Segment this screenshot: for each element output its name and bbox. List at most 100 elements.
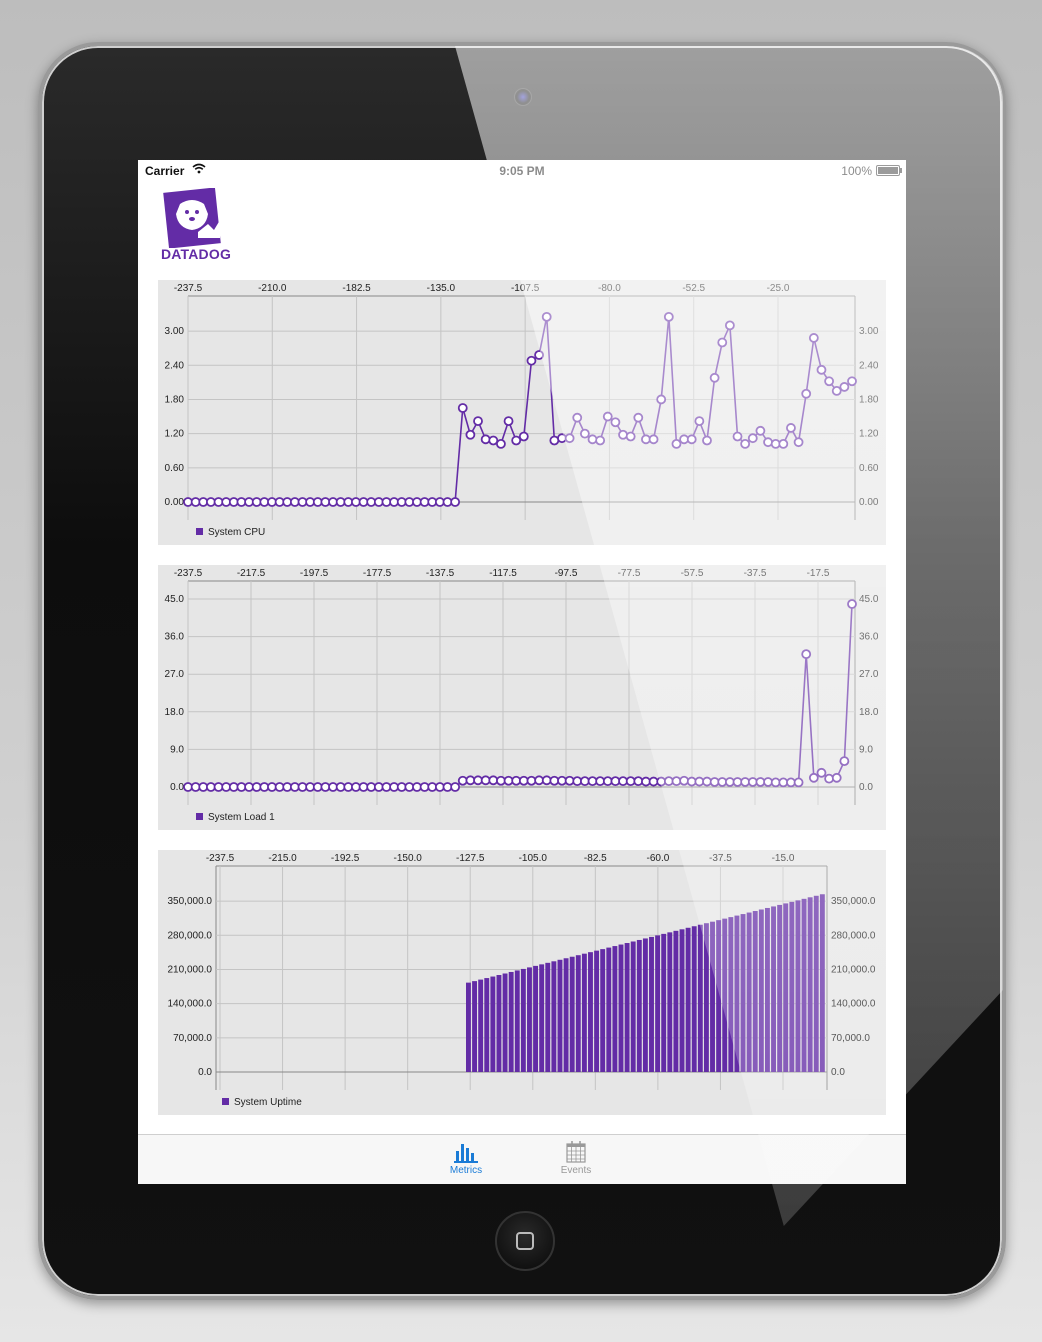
bar — [679, 929, 685, 1072]
data-point — [496, 438, 506, 449]
y-tick-label-left: 1.20 — [165, 429, 185, 440]
y-tick-label-left: 210,000.0 — [168, 964, 213, 975]
home-square-icon — [516, 1232, 534, 1250]
x-tick-label: -237.5 — [174, 283, 203, 294]
data-point — [633, 412, 644, 423]
status-time: 9:05 PM — [499, 164, 545, 178]
y-tick-label-right: 2.40 — [859, 360, 879, 371]
y-tick-label-left: 3.00 — [165, 326, 185, 337]
bar — [807, 897, 813, 1072]
data-point — [839, 382, 850, 392]
data-point — [671, 438, 682, 449]
camera-icon — [514, 88, 532, 106]
y-tick-label-left: 27.0 — [165, 669, 185, 680]
x-tick-label: -17.5 — [807, 568, 830, 579]
data-point — [808, 333, 819, 343]
data-point — [610, 417, 621, 428]
y-tick-label-right: 1.80 — [859, 394, 879, 405]
y-tick-label-left: 9.0 — [170, 744, 184, 755]
bar — [734, 915, 740, 1072]
x-tick-label: -127.5 — [456, 853, 485, 864]
bar — [661, 933, 667, 1072]
bar — [740, 914, 746, 1072]
chart-svg: -237.5 -210.0 -182.5 -135.0 -107.5 -80.0 -52.5… — [165, 283, 879, 538]
bar — [508, 971, 514, 1072]
data-point — [747, 433, 758, 444]
data-point — [763, 437, 773, 448]
bar — [490, 976, 496, 1072]
data-point — [847, 376, 857, 387]
y-tick-label-right: 0.0 — [831, 1067, 845, 1078]
data-point — [724, 320, 735, 331]
bar — [691, 926, 697, 1072]
y-tick-label-left: 140,000.0 — [168, 999, 213, 1010]
chart-system-cpu: -237.5 -210.0 -182.5 -135.0 -107.5 -80.0 -52.5… — [158, 280, 886, 545]
chart-system-uptime: -237.5 -215.0 -192.5 -150.0 -127.5 -105.0 -82.… — [158, 850, 886, 1115]
data-point — [717, 337, 728, 348]
data-point — [793, 437, 804, 448]
y-tick-label-left: 18.0 — [165, 707, 185, 718]
data-point — [824, 773, 835, 784]
bar-chart-icon — [426, 1139, 506, 1165]
bar — [569, 956, 575, 1072]
data-point — [572, 412, 583, 423]
bar — [624, 943, 630, 1072]
y-tick-label-right: 1.20 — [859, 429, 879, 440]
bar — [466, 982, 471, 1072]
data-point — [511, 435, 522, 446]
bar — [649, 936, 654, 1072]
legend-label: System CPU — [208, 527, 265, 538]
data-point — [648, 434, 659, 445]
x-tick-label: -182.5 — [342, 283, 371, 294]
x-tick-label: -215.0 — [268, 853, 297, 864]
x-tick-label: -77.5 — [618, 568, 641, 579]
screen: Carrier 9:05 PM 100% DATADOG -237.5 -210.… — [138, 160, 906, 1184]
bar — [527, 967, 532, 1072]
y-tick-label-right: 45.0 — [859, 594, 879, 605]
y-tick-label-left: 70,000.0 — [173, 1033, 212, 1044]
legend-swatch — [196, 528, 203, 535]
bar — [758, 909, 764, 1072]
data-point — [465, 429, 476, 440]
bar — [563, 958, 569, 1072]
carrier-label: Carrier — [145, 164, 185, 178]
tab-events[interactable]: Events — [536, 1139, 616, 1176]
tab-metrics-label: Metrics — [449, 1165, 483, 1176]
y-tick-label-right: 27.0 — [859, 669, 879, 680]
x-tick-label: -117.5 — [489, 568, 517, 579]
bar — [813, 895, 819, 1072]
bar — [697, 924, 703, 1072]
x-tick-label: -135.0 — [427, 283, 456, 294]
bar — [752, 911, 758, 1072]
y-tick-label-right: 0.00 — [859, 497, 879, 508]
bar — [618, 944, 624, 1072]
y-tick-label-right: 18.0 — [859, 707, 879, 718]
y-tick-label-right: 280,000.0 — [831, 930, 876, 941]
y-tick-label-right: 210,000.0 — [831, 964, 876, 975]
home-button[interactable] — [495, 1211, 555, 1271]
tab-metrics[interactable]: Metrics — [426, 1139, 506, 1176]
bar — [496, 975, 502, 1072]
data-point — [839, 756, 850, 766]
data-point — [801, 388, 812, 399]
bar — [722, 918, 728, 1072]
legend-label: System Load 1 — [208, 812, 275, 823]
bar — [594, 950, 600, 1072]
legend-label: System Uptime — [234, 1097, 302, 1108]
bar — [478, 979, 484, 1072]
x-tick-label: -177.5 — [363, 568, 392, 579]
bar — [600, 949, 606, 1072]
data-point — [679, 775, 689, 786]
bar — [575, 955, 581, 1072]
bar — [636, 939, 642, 1072]
data-point — [656, 394, 667, 405]
bar — [581, 953, 587, 1072]
bar — [545, 962, 551, 1072]
data-point — [564, 433, 575, 444]
y-tick-label-left: 0.0 — [170, 782, 184, 793]
bar — [606, 947, 612, 1072]
data-point — [595, 435, 606, 446]
bar — [472, 981, 478, 1072]
y-tick-label-left: 0.0 — [198, 1067, 212, 1078]
x-tick-label: -37.5 — [709, 853, 732, 864]
